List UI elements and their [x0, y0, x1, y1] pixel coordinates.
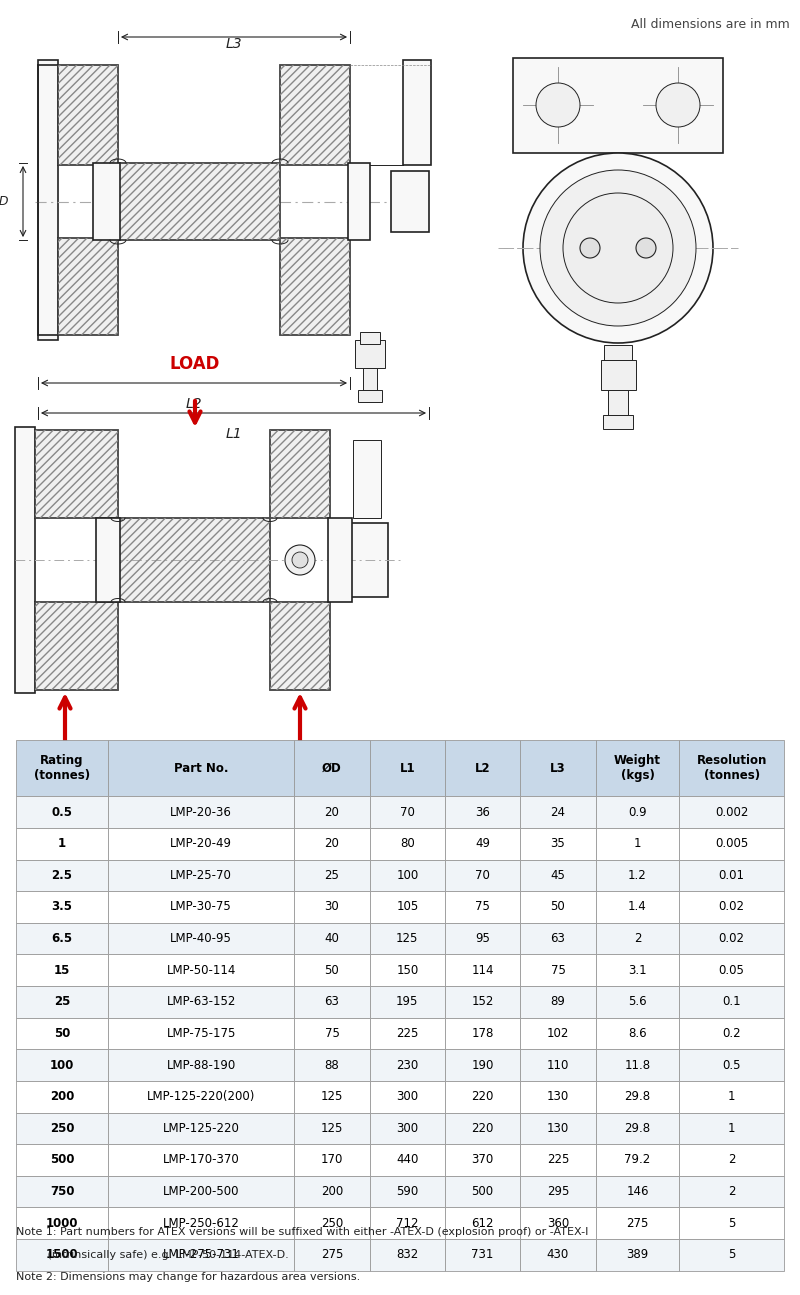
- Bar: [348, 523, 388, 597]
- Bar: [358, 390, 382, 401]
- Circle shape: [540, 170, 696, 326]
- Bar: [58, 65, 118, 164]
- Bar: [58, 65, 118, 164]
- Bar: [270, 430, 330, 518]
- Bar: [391, 171, 429, 232]
- Text: (intrinsically safe) e.g. LMP-50-114-ATEX-D.: (intrinsically safe) e.g. LMP-50-114-ATE…: [16, 1250, 289, 1260]
- Circle shape: [523, 153, 713, 343]
- Text: Note 1: Part numbers for ATEX versions will be suffixed with either -ATEX-D (exp: Note 1: Part numbers for ATEX versions w…: [16, 1228, 588, 1237]
- Bar: [601, 360, 636, 390]
- Circle shape: [656, 83, 700, 127]
- Circle shape: [636, 238, 656, 258]
- Bar: [355, 341, 385, 368]
- Bar: [35, 430, 118, 518]
- Bar: [38, 60, 58, 341]
- Bar: [604, 344, 632, 360]
- Circle shape: [292, 552, 308, 569]
- Bar: [363, 368, 377, 390]
- Circle shape: [580, 238, 600, 258]
- Bar: [270, 602, 330, 690]
- Bar: [93, 163, 120, 240]
- Bar: [328, 518, 352, 602]
- Bar: [35, 430, 118, 518]
- Bar: [403, 60, 431, 164]
- Bar: [360, 332, 380, 344]
- Circle shape: [563, 193, 673, 303]
- Bar: [348, 163, 370, 240]
- Text: ØD: ØD: [0, 196, 9, 208]
- Bar: [58, 238, 118, 335]
- Circle shape: [285, 545, 315, 575]
- Bar: [270, 602, 330, 690]
- Bar: [280, 65, 350, 164]
- Bar: [118, 163, 280, 240]
- Bar: [118, 163, 280, 240]
- Bar: [513, 58, 723, 153]
- Bar: [58, 238, 118, 335]
- Circle shape: [536, 83, 580, 127]
- Bar: [353, 440, 381, 518]
- Bar: [15, 427, 35, 693]
- Text: LOAD: LOAD: [170, 355, 220, 373]
- Text: L2: L2: [186, 398, 202, 411]
- Text: All dimensions are in mm: All dimensions are in mm: [631, 18, 790, 31]
- Bar: [280, 238, 350, 335]
- Text: L1: L1: [225, 427, 242, 442]
- Text: L3: L3: [226, 38, 242, 51]
- Bar: [280, 65, 350, 164]
- Bar: [35, 602, 118, 690]
- Bar: [118, 518, 270, 602]
- Text: Note 2: Dimensions may change for hazardous area versions.: Note 2: Dimensions may change for hazard…: [16, 1272, 360, 1282]
- Bar: [118, 518, 270, 602]
- Bar: [280, 238, 350, 335]
- Bar: [35, 602, 118, 690]
- Bar: [608, 390, 628, 414]
- Bar: [96, 518, 120, 602]
- Bar: [603, 414, 633, 429]
- Bar: [270, 430, 330, 518]
